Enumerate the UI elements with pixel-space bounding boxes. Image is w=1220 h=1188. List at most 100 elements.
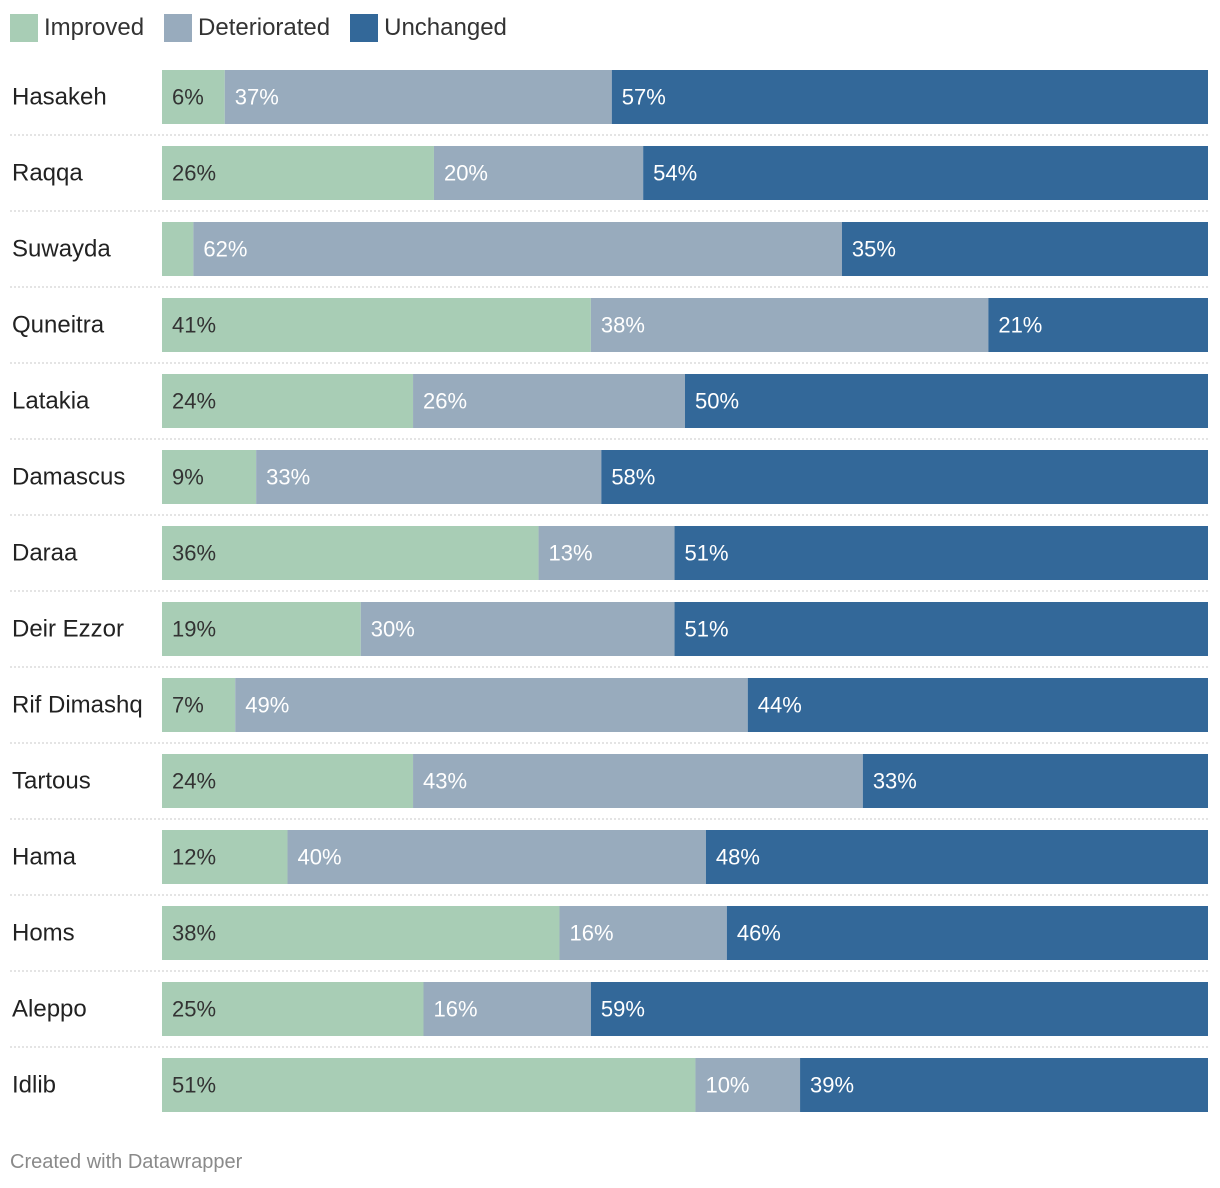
legend: Improved Deteriorated Unchanged: [10, 12, 507, 44]
category-label-hama: Hama: [12, 844, 77, 871]
value-label-improved-hama: 12%: [172, 845, 216, 870]
value-label-deteriorated-quneitra: 38%: [601, 313, 645, 338]
bar-deteriorated-hasakeh: [224, 70, 612, 124]
bar-deteriorated-daraa: [538, 526, 675, 580]
legend-label-improved: Improved: [44, 14, 145, 41]
value-label-improved-tartous: 24%: [172, 769, 216, 794]
bar-improved-latakia: [162, 374, 414, 428]
value-label-improved-hasakeh: 6%: [172, 85, 204, 110]
category-label-daraa: Daraa: [12, 540, 78, 567]
bar-improved-raqqa: [162, 146, 434, 200]
value-label-improved-quneitra: 41%: [172, 313, 216, 338]
value-label-unchanged-quneitra: 21%: [998, 313, 1042, 338]
bar-deteriorated-homs: [559, 906, 727, 960]
bar-deteriorated-latakia: [413, 374, 685, 428]
value-label-deteriorated-hasakeh: 37%: [235, 85, 279, 110]
value-label-deteriorated-deir-ezzor: 30%: [371, 617, 415, 642]
value-label-unchanged-aleppo: 59%: [601, 997, 645, 1022]
bar-improved-rif-dimashq: [162, 678, 236, 732]
bar-unchanged-deir-ezzor: [674, 602, 1208, 656]
value-label-improved-idlib: 51%: [172, 1073, 216, 1098]
category-label-raqqa: Raqqa: [12, 160, 83, 187]
value-label-unchanged-hasakeh: 57%: [622, 85, 666, 110]
bar-unchanged-hasakeh: [611, 70, 1208, 124]
category-label-tartous: Tartous: [12, 768, 91, 795]
bar-deteriorated-tartous: [413, 754, 863, 808]
bar-unchanged-suwayda: [841, 222, 1208, 276]
bar-unchanged-tartous: [862, 754, 1208, 808]
bar-improved-quneitra: [162, 298, 591, 352]
value-label-deteriorated-idlib: 10%: [705, 1073, 749, 1098]
value-label-improved-homs: 38%: [172, 921, 216, 946]
value-label-unchanged-deir-ezzor: 51%: [685, 617, 729, 642]
value-label-deteriorated-homs: 16%: [569, 921, 613, 946]
value-label-improved-latakia: 24%: [172, 389, 216, 414]
legend-item-unchanged: Unchanged: [350, 12, 507, 44]
legend-swatch-deteriorated: [164, 14, 193, 42]
category-label-homs: Homs: [12, 920, 75, 947]
value-label-unchanged-damascus: 58%: [611, 465, 655, 490]
bar-deteriorated-aleppo: [423, 982, 591, 1036]
bar-improved-idlib: [162, 1058, 696, 1112]
bar-deteriorated-rif-dimashq: [235, 678, 748, 732]
bar-deteriorated-quneitra: [590, 298, 989, 352]
bar-unchanged-homs: [726, 906, 1208, 960]
legend-label-deteriorated: Deteriorated: [198, 14, 331, 41]
bar-unchanged-latakia: [685, 374, 1208, 428]
category-label-rif-dimashq: Rif Dimashq: [12, 692, 143, 719]
bar-improved-deir-ezzor: [162, 602, 361, 656]
bar-unchanged-daraa: [674, 526, 1208, 580]
bar-deteriorated-hama: [287, 830, 706, 884]
datawrapper-credit: Created with Datawrapper: [10, 1151, 243, 1173]
value-label-improved-daraa: 36%: [172, 541, 216, 566]
category-label-suwayda: Suwayda: [12, 236, 111, 263]
bar-unchanged-rif-dimashq: [747, 678, 1208, 732]
value-label-unchanged-tartous: 33%: [873, 769, 917, 794]
value-label-unchanged-daraa: 51%: [685, 541, 729, 566]
value-label-deteriorated-suwayda: 62%: [203, 237, 247, 262]
value-label-deteriorated-tartous: 43%: [423, 769, 467, 794]
bar-deteriorated-suwayda: [193, 222, 842, 276]
value-label-improved-deir-ezzor: 19%: [172, 617, 216, 642]
bar-deteriorated-damascus: [256, 450, 602, 504]
value-label-unchanged-idlib: 39%: [810, 1073, 854, 1098]
value-label-improved-raqqa: 26%: [172, 161, 216, 186]
bar-unchanged-damascus: [601, 450, 1208, 504]
bar-improved-tartous: [162, 754, 414, 808]
value-label-deteriorated-rif-dimashq: 49%: [245, 693, 289, 718]
value-label-improved-aleppo: 25%: [172, 997, 216, 1022]
legend-item-deteriorated: Deteriorated: [164, 12, 330, 44]
legend-swatch-improved: [10, 14, 38, 42]
bar-deteriorated-deir-ezzor: [360, 602, 675, 656]
value-label-deteriorated-damascus: 33%: [266, 465, 310, 490]
value-label-deteriorated-hama: 40%: [298, 845, 342, 870]
legend-swatch-unchanged: [350, 14, 379, 42]
bar-improved-hasakeh: [162, 70, 225, 124]
bar-improved-daraa: [162, 526, 539, 580]
category-label-deir-ezzor: Deir Ezzor: [12, 616, 124, 643]
value-label-unchanged-hama: 48%: [716, 845, 760, 870]
legend-label-unchanged: Unchanged: [384, 14, 507, 41]
category-label-quneitra: Quneitra: [12, 312, 105, 339]
category-label-damascus: Damascus: [12, 464, 125, 491]
value-label-deteriorated-latakia: 26%: [423, 389, 467, 414]
value-label-deteriorated-aleppo: 16%: [434, 997, 478, 1022]
bar-unchanged-aleppo: [590, 982, 1208, 1036]
category-label-hasakeh: Hasakeh: [12, 84, 107, 111]
bar-deteriorated-idlib: [695, 1058, 801, 1112]
bar-deteriorated-raqqa: [433, 146, 644, 200]
bar-unchanged-raqqa: [643, 146, 1208, 200]
bar-improved-homs: [162, 906, 560, 960]
value-label-unchanged-suwayda: 35%: [852, 237, 896, 262]
value-label-deteriorated-daraa: 13%: [549, 541, 593, 566]
value-label-unchanged-homs: 46%: [737, 921, 781, 946]
bar-unchanged-quneitra: [988, 298, 1208, 352]
category-label-aleppo: Aleppo: [12, 996, 87, 1023]
value-label-unchanged-latakia: 50%: [695, 389, 739, 414]
category-label-idlib: Idlib: [12, 1072, 56, 1099]
value-label-deteriorated-raqqa: 20%: [444, 161, 488, 186]
category-label-latakia: Latakia: [12, 388, 90, 415]
bar-unchanged-idlib: [800, 1058, 1208, 1112]
bar-improved-suwayda: [162, 222, 194, 276]
